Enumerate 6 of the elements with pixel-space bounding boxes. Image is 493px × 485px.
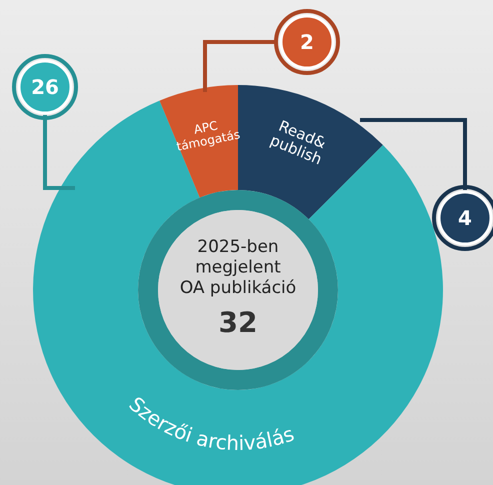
data-label: 2 bbox=[300, 30, 314, 54]
text: 2025-ben megjelent OA publikáció bbox=[180, 237, 296, 298]
slice-label: APC támogatás bbox=[175, 118, 242, 154]
data-label: 26 bbox=[31, 75, 59, 99]
text: 32 bbox=[218, 306, 258, 339]
data-label: 4 bbox=[458, 206, 472, 230]
